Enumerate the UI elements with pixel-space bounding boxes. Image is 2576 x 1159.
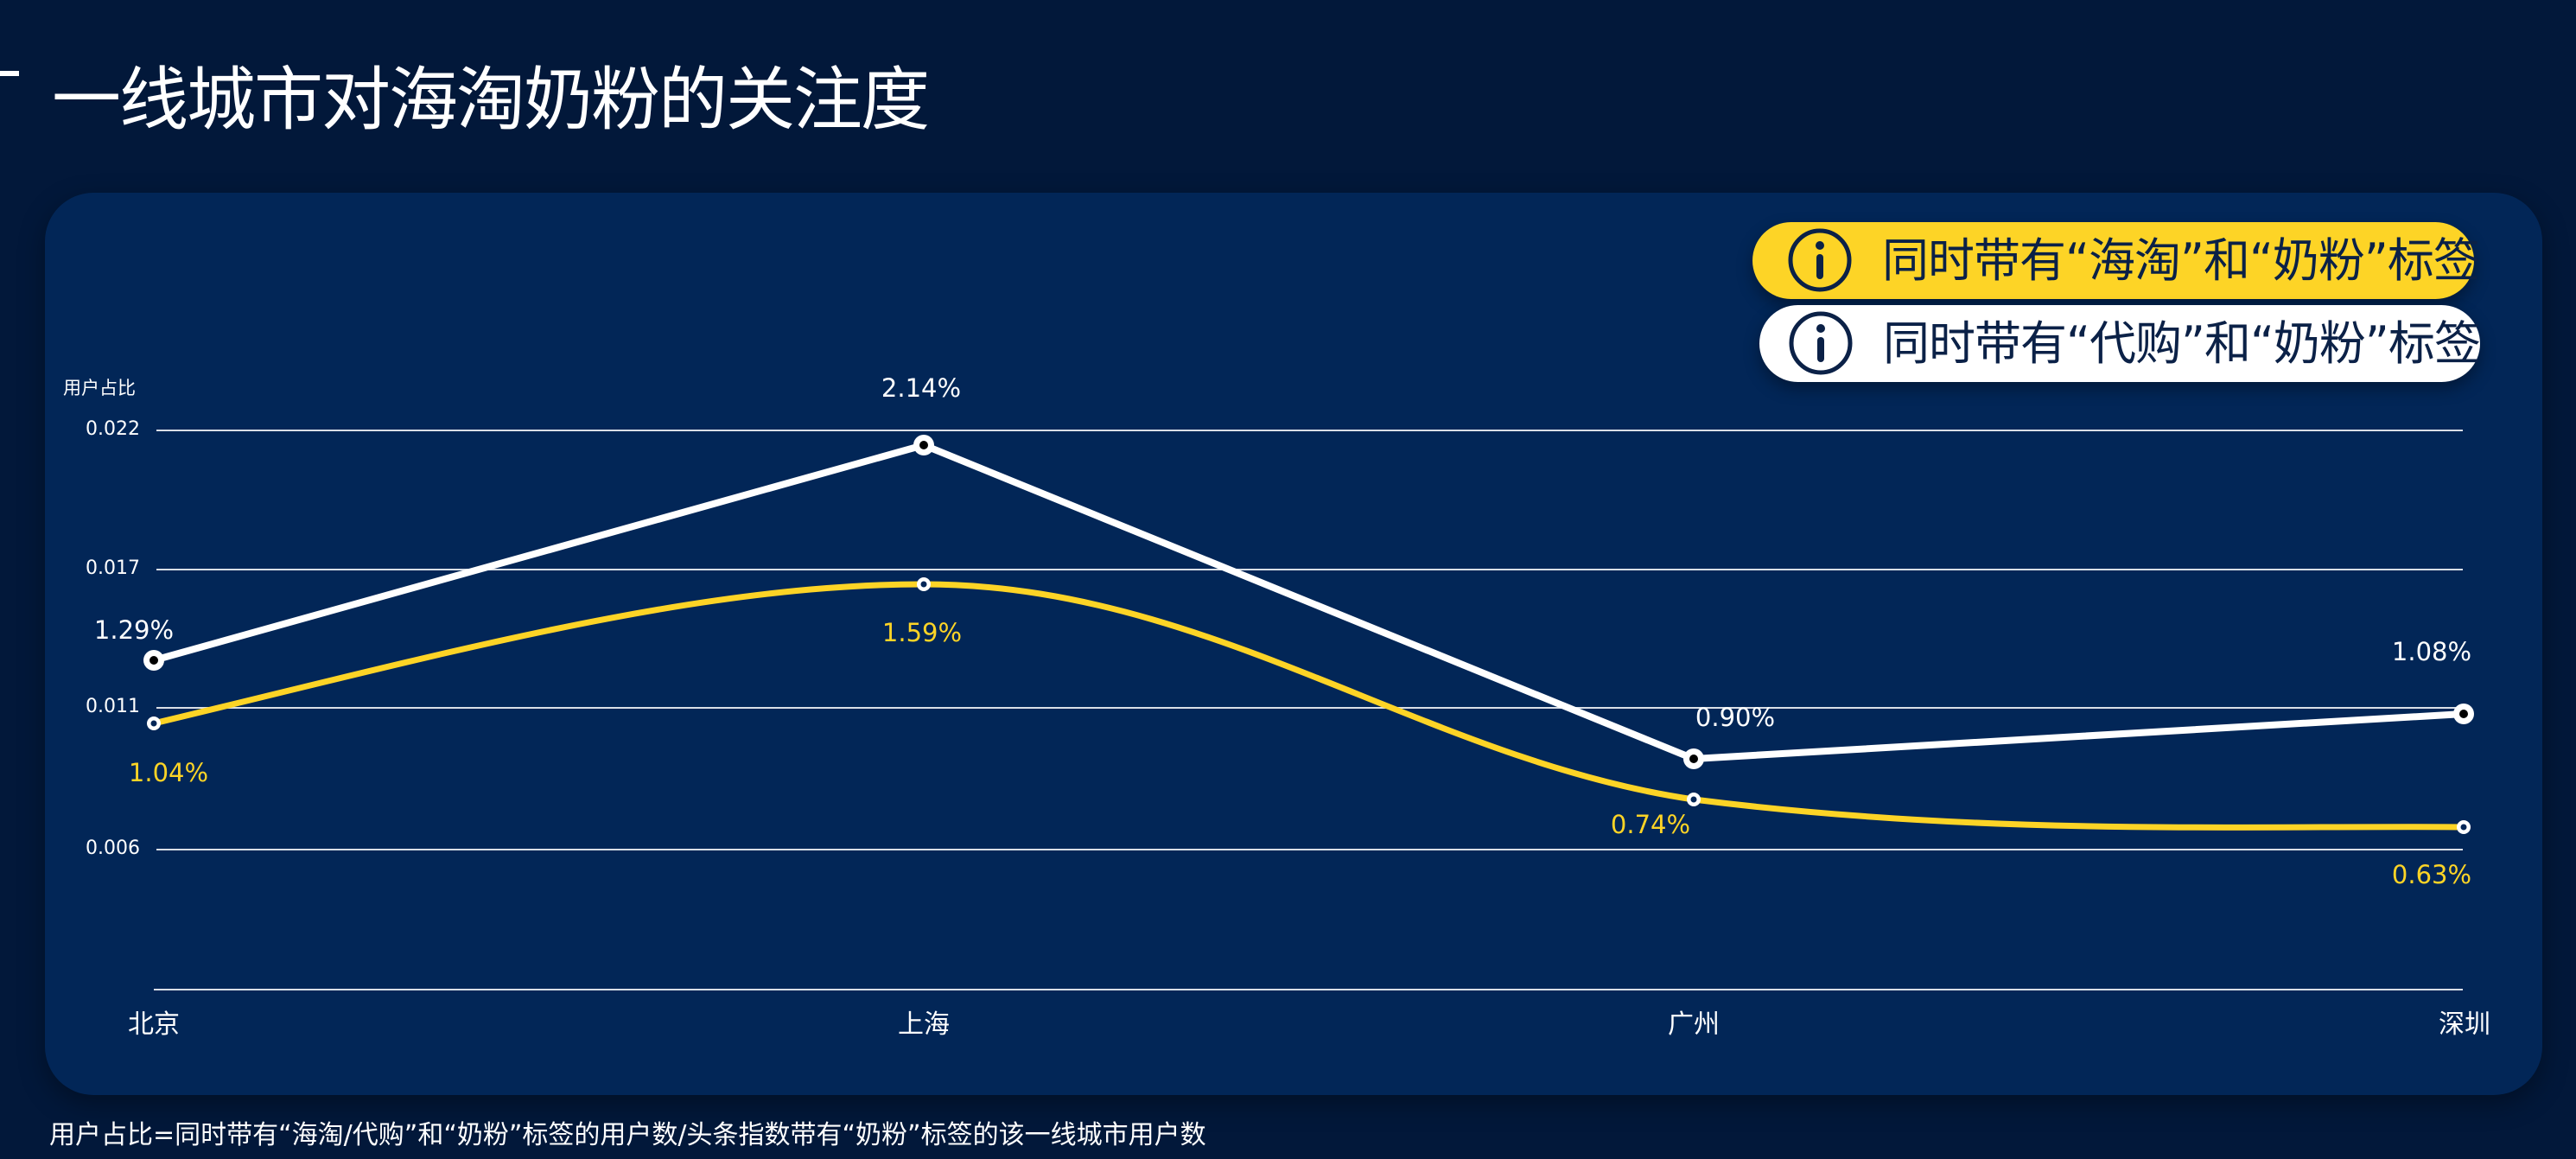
info-icon	[1788, 228, 1852, 292]
gridlines	[154, 430, 2463, 990]
legend-label: 同时带有“代购”和“奶粉”标签	[1883, 316, 2481, 371]
y-tick: 0.017	[86, 557, 140, 579]
data-label: 1.29%	[93, 615, 175, 645]
data-label: 0.63%	[2391, 860, 2472, 889]
data-label: 0.74%	[1610, 810, 1691, 839]
footnote: 用户占比=同时带有“海淘/代购”和“奶粉”标签的用户数/头条指数带有“奶粉”标签…	[49, 1120, 1206, 1150]
series-haitao-markers	[147, 577, 2471, 834]
y-tick: 0.022	[86, 418, 140, 440]
data-label: 0.90%	[1695, 703, 1776, 732]
data-label: 1.08%	[2391, 637, 2472, 666]
info-icon	[1789, 311, 1853, 375]
series-daigou-line	[152, 442, 2465, 762]
y-axis-title: 用户占比	[63, 378, 136, 398]
x-tick-shenzhen: 深圳	[2439, 1009, 2490, 1040]
x-tick-guangzhou: 广州	[1668, 1009, 1720, 1040]
y-tick: 0.006	[86, 837, 140, 859]
data-label: 1.59%	[881, 618, 963, 647]
legend-label: 同时带有“海淘”和“奶粉”标签	[1882, 233, 2480, 288]
data-label: 2.14%	[881, 373, 962, 403]
legend-item-haitao[interactable]: 同时带有“海淘”和“奶粉”标签	[1752, 222, 2480, 299]
series-daigou-markers	[143, 435, 2474, 769]
legend-item-daigou[interactable]: 同时带有“代购”和“奶粉”标签	[1759, 305, 2481, 382]
series-haitao-line	[153, 581, 2465, 831]
x-tick-shanghai: 上海	[898, 1009, 950, 1040]
data-label: 1.04%	[128, 758, 209, 787]
page-title: 一线城市对海淘奶粉的关注度	[52, 60, 930, 140]
corner-mark	[0, 71, 19, 76]
x-tick-beijing: 北京	[128, 1009, 180, 1040]
y-tick: 0.011	[86, 696, 140, 717]
